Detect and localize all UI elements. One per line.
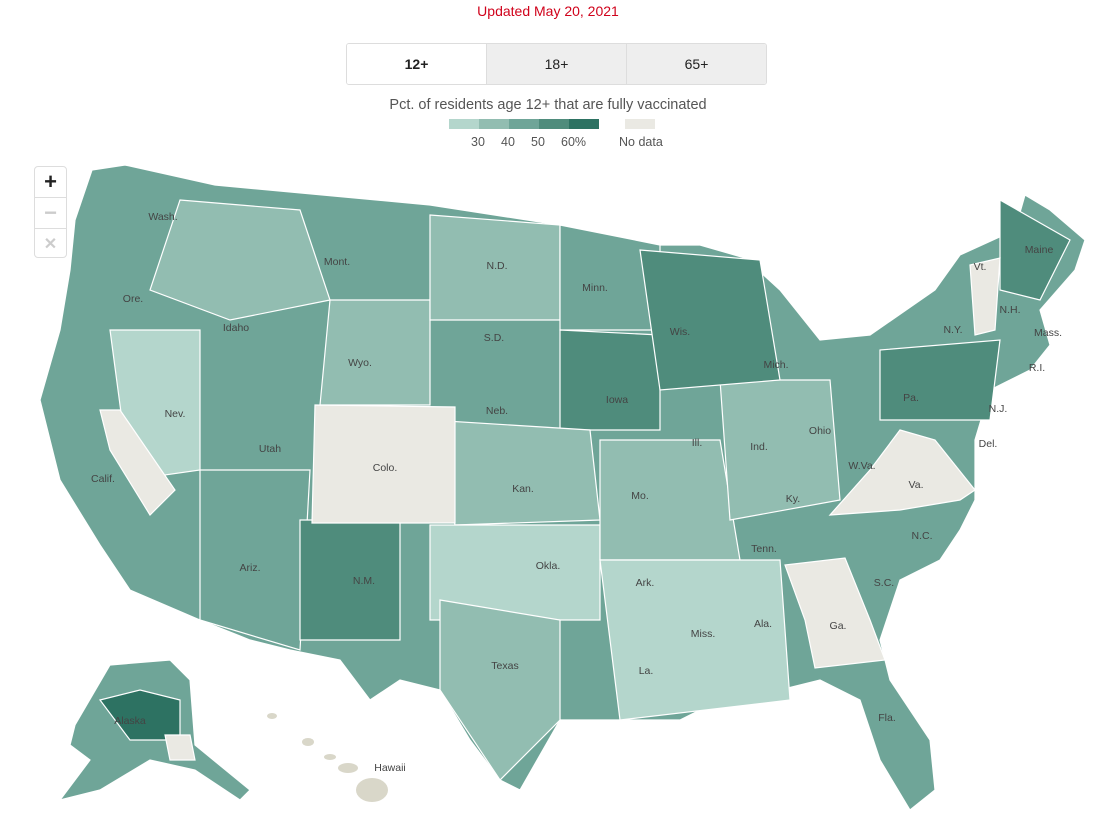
county-region[interactable] xyxy=(879,339,1001,421)
state-label: Okla. xyxy=(536,560,561,572)
state-label: N.J. xyxy=(989,403,1008,415)
age-group-tabs: 12+ 18+ 65+ xyxy=(346,43,767,85)
tab-18-plus[interactable]: 18+ xyxy=(486,44,626,84)
state-label: Ark. xyxy=(636,577,655,589)
state-label: N.M. xyxy=(353,575,375,587)
state-vt-no-data[interactable] xyxy=(969,257,1001,336)
legend-color-scale xyxy=(449,119,599,129)
state-label: Mo. xyxy=(631,490,649,502)
hawaii-island[interactable] xyxy=(267,713,277,719)
no-data-label: No data xyxy=(619,135,663,149)
state-label: Ore. xyxy=(123,293,143,305)
state-label: Fla. xyxy=(878,712,896,724)
state-label: Ariz. xyxy=(240,562,261,574)
legend-swatch xyxy=(569,119,599,129)
legend-swatch xyxy=(479,119,509,129)
state-label: Ohio xyxy=(809,425,831,437)
state-label: Hawaii xyxy=(374,762,406,774)
alaska-region[interactable] xyxy=(98,689,181,741)
county-region[interactable] xyxy=(149,199,331,321)
hawaii-island[interactable] xyxy=(338,763,358,773)
state-label: Ind. xyxy=(750,441,768,453)
county-region[interactable] xyxy=(719,379,841,521)
state-label: Ill. xyxy=(692,437,703,449)
state-label: Iowa xyxy=(606,394,628,406)
state-label: S.C. xyxy=(874,577,894,589)
state-label: Colo. xyxy=(373,462,398,474)
state-label: Vt. xyxy=(974,261,987,273)
state-label: N.D. xyxy=(487,260,508,272)
state-label: N.C. xyxy=(912,530,933,542)
state-label: Mass. xyxy=(1034,327,1062,339)
state-label: R.I. xyxy=(1029,362,1045,374)
state-label: Tenn. xyxy=(751,543,777,555)
state-label: Mich. xyxy=(763,359,788,371)
state-label: Ala. xyxy=(754,618,772,630)
legend-swatch xyxy=(449,119,479,129)
state-label: N.H. xyxy=(1000,304,1021,316)
county-region[interactable] xyxy=(599,439,741,561)
county-region[interactable] xyxy=(639,249,781,391)
hawaii-island[interactable] xyxy=(356,778,388,802)
state-label: Pa. xyxy=(903,392,919,404)
county-region[interactable] xyxy=(299,519,401,641)
state-label: Ga. xyxy=(830,620,847,632)
legend-swatch xyxy=(509,119,539,129)
state-label: Kan. xyxy=(512,483,534,495)
state-ga-no-data[interactable] xyxy=(784,557,886,669)
state-label: Del. xyxy=(979,438,998,450)
county-region[interactable] xyxy=(199,469,311,651)
state-label: Alaska xyxy=(114,715,146,727)
legend-title: Pct. of residents age 12+ that are fully… xyxy=(389,97,707,113)
state-label: Mont. xyxy=(324,256,350,268)
legend-tick: 40 xyxy=(501,135,515,149)
state-label: S.D. xyxy=(484,332,504,344)
alaska-no-data-area[interactable] xyxy=(164,734,196,761)
legend-tick: 30 xyxy=(471,135,485,149)
state-label: W.Va. xyxy=(848,460,875,472)
nevada-no-data-area[interactable] xyxy=(99,409,176,516)
tab-65-plus[interactable]: 65+ xyxy=(626,44,766,84)
county-region[interactable] xyxy=(439,599,561,781)
legend-tick: 60% xyxy=(561,135,587,149)
state-label: Nev. xyxy=(165,408,186,420)
state-label: Utah xyxy=(259,443,281,455)
state-label: Va. xyxy=(909,479,924,491)
state-label: Maine xyxy=(1025,244,1054,256)
zoom-controls: + − ✕ xyxy=(34,166,67,258)
state-label: Ky. xyxy=(786,493,800,505)
county-region[interactable] xyxy=(599,559,791,721)
county-region[interactable] xyxy=(429,524,601,621)
state-label: La. xyxy=(639,665,654,677)
legend-tick: 50 xyxy=(531,135,545,149)
hawaii-island[interactable] xyxy=(324,754,336,760)
hawaii-island[interactable] xyxy=(302,738,314,746)
updated-date: Updated May 20, 2021 xyxy=(477,3,619,19)
state-label: Wash. xyxy=(148,211,177,223)
zoom-in-button[interactable]: + xyxy=(44,169,57,194)
state-label: Neb. xyxy=(486,405,508,417)
state-label: N.Y. xyxy=(943,324,962,336)
county-region[interactable] xyxy=(559,329,661,431)
state-colo-no-data[interactable] xyxy=(311,404,456,524)
county-region[interactable] xyxy=(319,299,431,406)
no-data-swatch xyxy=(625,119,655,129)
state-label: Wyo. xyxy=(348,357,372,369)
state-label: Miss. xyxy=(691,628,716,640)
vaccination-map[interactable]: Wash. Mont. N.D. Minn. Ore. Idaho Wyo. S.D. Wis.… xyxy=(0,150,1096,824)
tab-12-plus[interactable]: 12+ xyxy=(347,44,486,84)
state-label: Wis. xyxy=(670,326,690,338)
state-label: Idaho xyxy=(223,322,249,334)
legend-swatch xyxy=(539,119,569,129)
state-label: Minn. xyxy=(582,282,608,294)
zoom-out-button[interactable]: − xyxy=(35,197,66,228)
state-label: Texas xyxy=(491,660,518,672)
reset-zoom-button[interactable]: ✕ xyxy=(35,228,66,259)
state-label: Calif. xyxy=(91,473,115,485)
state-va-wva-no-data[interactable] xyxy=(828,429,976,516)
